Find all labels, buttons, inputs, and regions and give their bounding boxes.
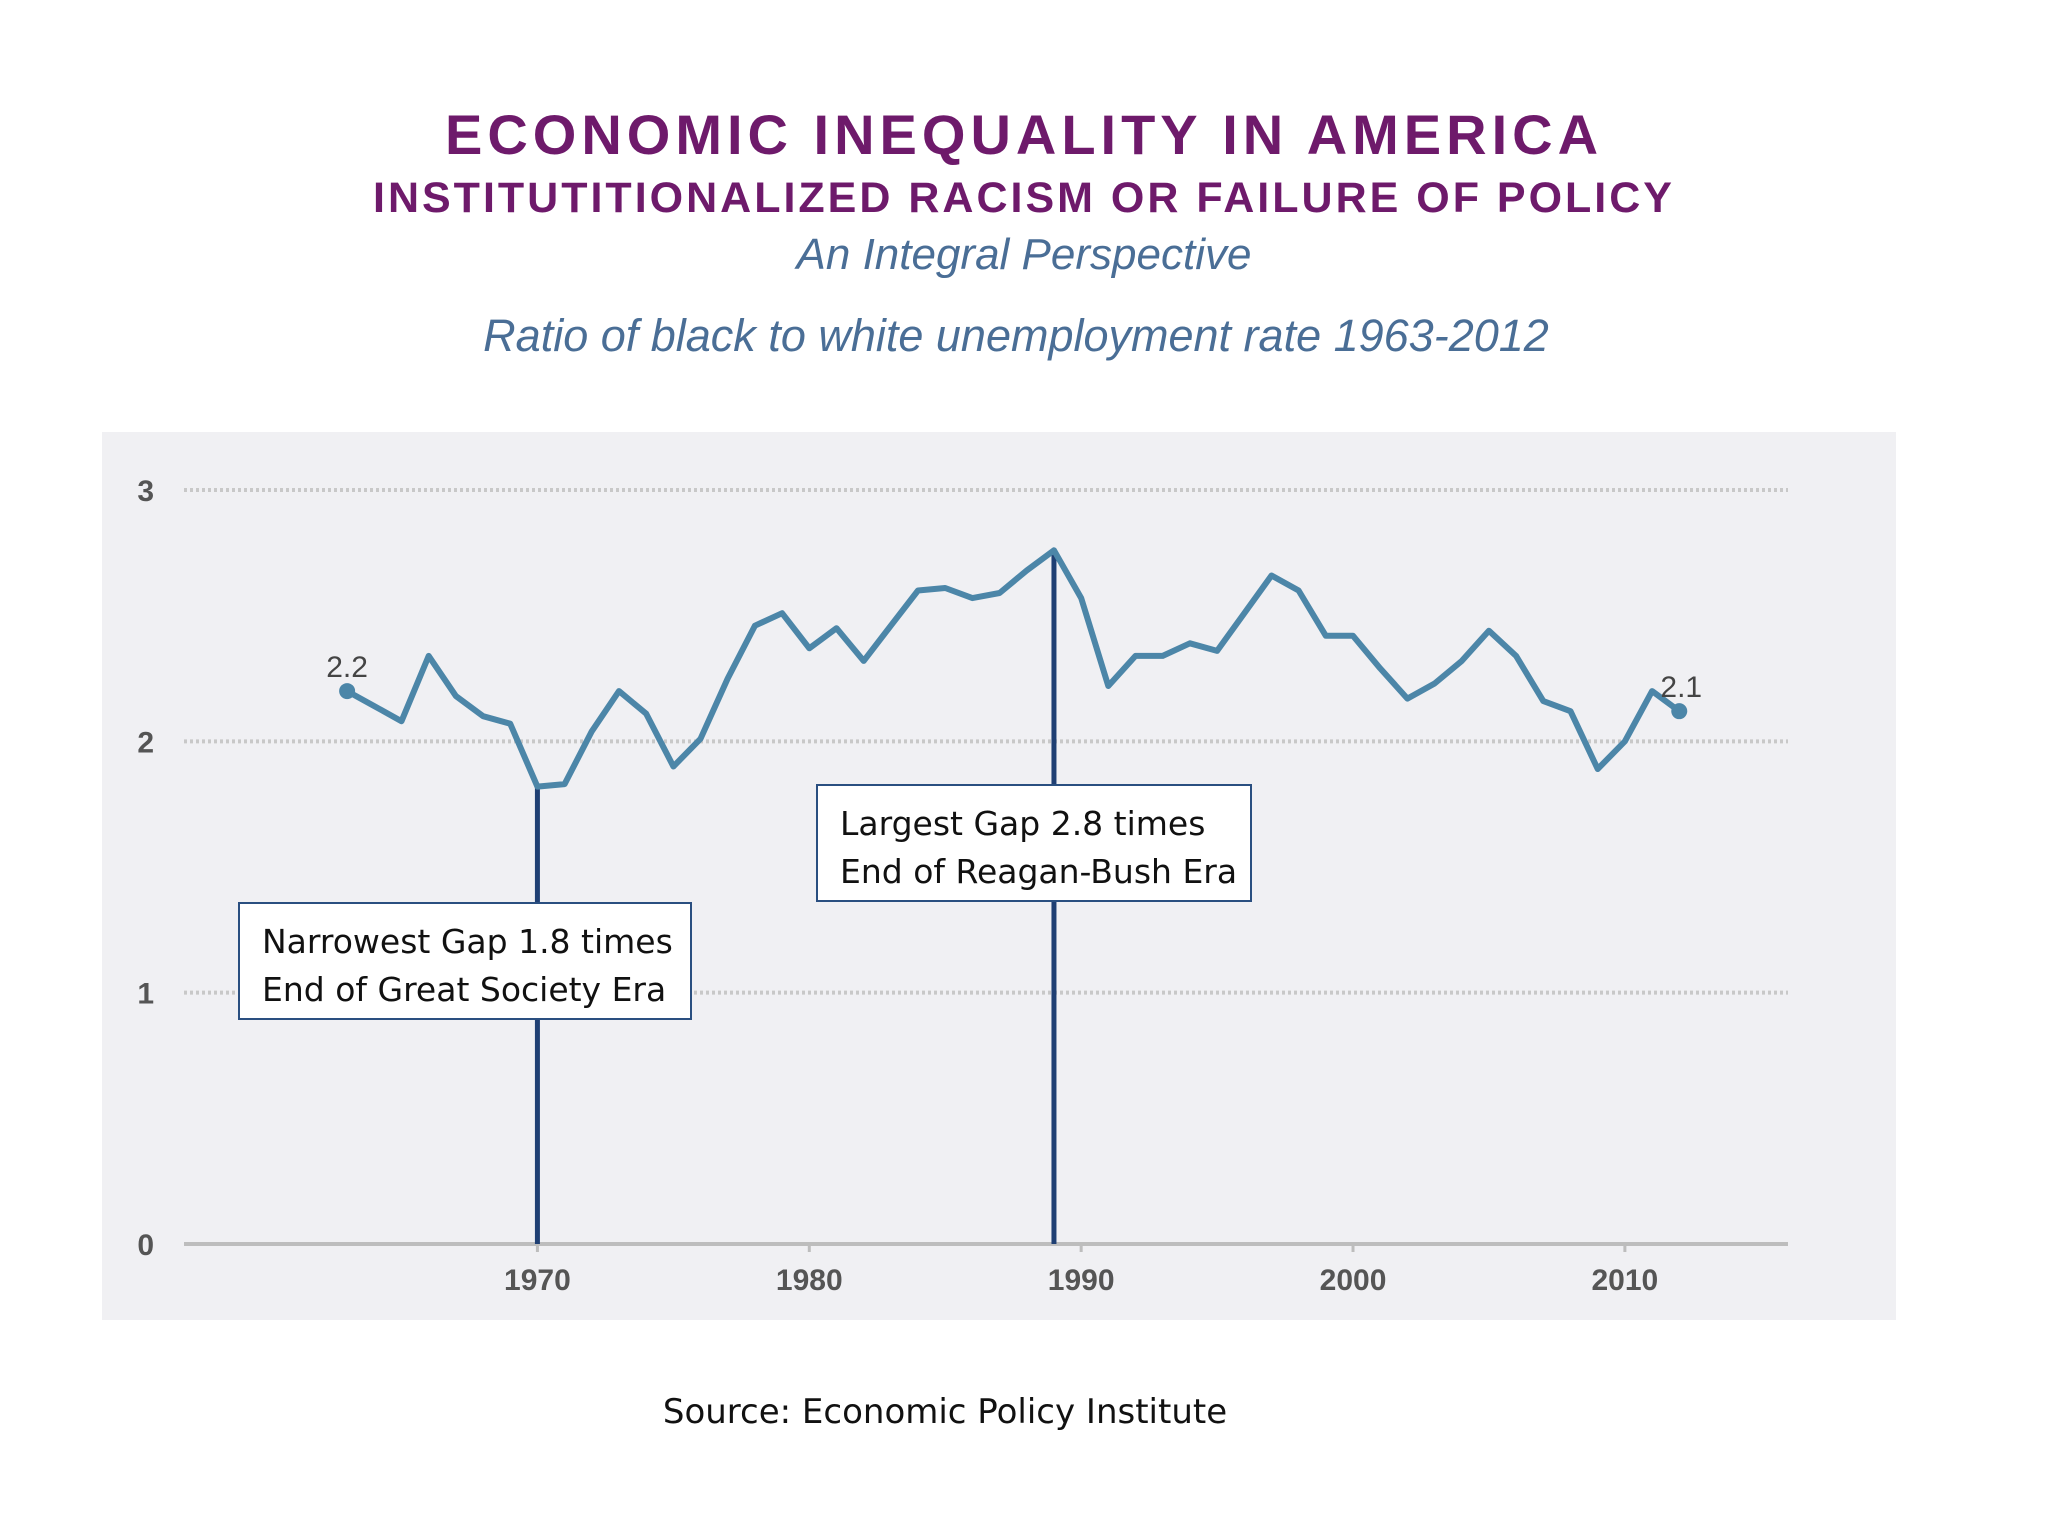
data-label-layer: 2.2 2.1 [326, 651, 1702, 704]
annotation-largest-gap: Largest Gap 2.8 times End of Reagan-Bush… [816, 784, 1252, 902]
endpoint-point-1963 [339, 683, 356, 700]
y-tick-label-2: 2 [137, 726, 154, 759]
endpoint-label-2012: 2.1 [1660, 671, 1702, 704]
series-line [344, 547, 1683, 790]
page-title: ECONOMIC INEQUALITY IN AMERICA [444, 103, 1604, 166]
y-tick-label-1: 1 [137, 978, 154, 1011]
source-note: Source: Economic Policy Institute [662, 1392, 1228, 1432]
series-layer [339, 547, 1688, 790]
perspective-subtitle: An Integral Perspective [796, 230, 1252, 279]
annotation-narrowest-line1: Narrowest Gap 1.8 times [262, 922, 673, 961]
grid-layer [184, 488, 1788, 1246]
y-axis-ticks: 0 1 2 3 [137, 475, 154, 1262]
annotation-largest-line2: End of Reagan-Bush Era [840, 852, 1238, 891]
chart-caption: Ratio of black to white unemployment rat… [483, 310, 1549, 361]
chart-svg: 0 1 2 3 1970 1980 1990 2000 2010 2.2 2.1 [137, 475, 1788, 1297]
annotation-narrowest-line2: End of Great Society Era [262, 970, 667, 1009]
page-subtitle: INSTITUTITIONALIZED RACISM OR FAILURE OF… [373, 174, 1675, 222]
x-tick-label-2010: 2010 [1592, 1264, 1659, 1297]
y-tick-label-3: 3 [137, 475, 154, 508]
x-tick-label-1980: 1980 [776, 1264, 843, 1297]
x-tick-label-1990: 1990 [1048, 1264, 1115, 1297]
x-axis-ticks: 1970 1980 1990 2000 2010 [504, 1244, 1658, 1297]
x-tick-label-2000: 2000 [1320, 1264, 1387, 1297]
endpoint-label-1963: 2.2 [326, 651, 368, 684]
y-tick-label-0: 0 [137, 1229, 154, 1262]
annotation-largest-line1: Largest Gap 2.8 times [840, 804, 1206, 843]
annotation-narrowest-gap: Narrowest Gap 1.8 times End of Great Soc… [238, 902, 692, 1020]
endpoint-point-2012 [1671, 703, 1688, 720]
x-tick-label-1970: 1970 [504, 1264, 571, 1297]
